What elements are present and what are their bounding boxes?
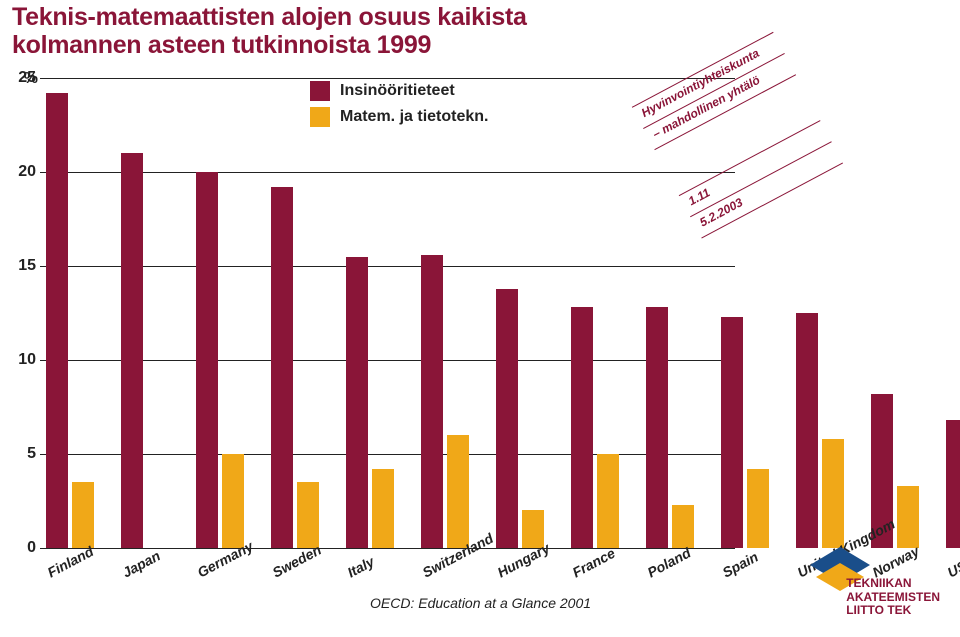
y-tick-label: 15 bbox=[8, 257, 36, 275]
bar-engineering bbox=[646, 307, 668, 548]
x-axis-label: USA bbox=[945, 552, 960, 580]
bar-engineering bbox=[571, 307, 593, 548]
x-axis-label: Italy bbox=[345, 553, 377, 580]
y-tick-label: 5 bbox=[8, 445, 36, 463]
x-axis-label: France bbox=[570, 545, 618, 581]
bar-engineering bbox=[196, 172, 218, 548]
bar-engineering bbox=[421, 255, 443, 548]
source-citation: OECD: Education at a Glance 2001 bbox=[370, 595, 591, 611]
bar-engineering bbox=[496, 289, 518, 548]
bar-engineering bbox=[796, 313, 818, 548]
bar-math bbox=[822, 439, 844, 548]
title-line-2: kolmannen asteen tutkinnoista 1999 bbox=[12, 31, 431, 59]
x-axis-label: Poland bbox=[645, 544, 694, 580]
y-tick-label: 10 bbox=[8, 351, 36, 369]
chart-title: Teknis-matemaattisten alojen osuus kaiki… bbox=[12, 4, 527, 59]
tek-logo-text: TEKNIIKAN AKATEEMISTEN LIITTO TEK bbox=[846, 577, 940, 617]
bar-engineering bbox=[271, 187, 293, 548]
bar-math bbox=[897, 486, 919, 548]
bar-math bbox=[372, 469, 394, 548]
bar-engineering bbox=[46, 93, 68, 548]
title-line-1: Teknis-matemaattisten alojen osuus kaiki… bbox=[12, 3, 527, 31]
bar-math bbox=[222, 454, 244, 548]
y-tick-label: 25 bbox=[8, 69, 36, 87]
bar-math bbox=[447, 435, 469, 548]
bar-math bbox=[672, 505, 694, 548]
tek-logo: TEKNIIKAN AKATEEMISTEN LIITTO TEK bbox=[810, 547, 940, 617]
bar-engineering bbox=[946, 420, 960, 548]
x-axis-label: Japan bbox=[120, 547, 163, 580]
bar-math bbox=[747, 469, 769, 548]
chart-area: % 0510152025 Insinööritieteet Matem. ja … bbox=[40, 78, 735, 548]
y-tick-label: 0 bbox=[8, 539, 36, 557]
bars-container bbox=[40, 78, 735, 548]
x-axis-label: Spain bbox=[720, 548, 761, 580]
bar-math bbox=[597, 454, 619, 548]
bar-math bbox=[72, 482, 94, 548]
bar-engineering bbox=[121, 153, 143, 548]
bar-math bbox=[297, 482, 319, 548]
bar-engineering bbox=[721, 317, 743, 548]
bar-engineering bbox=[346, 257, 368, 548]
y-tick-label: 20 bbox=[8, 163, 36, 181]
